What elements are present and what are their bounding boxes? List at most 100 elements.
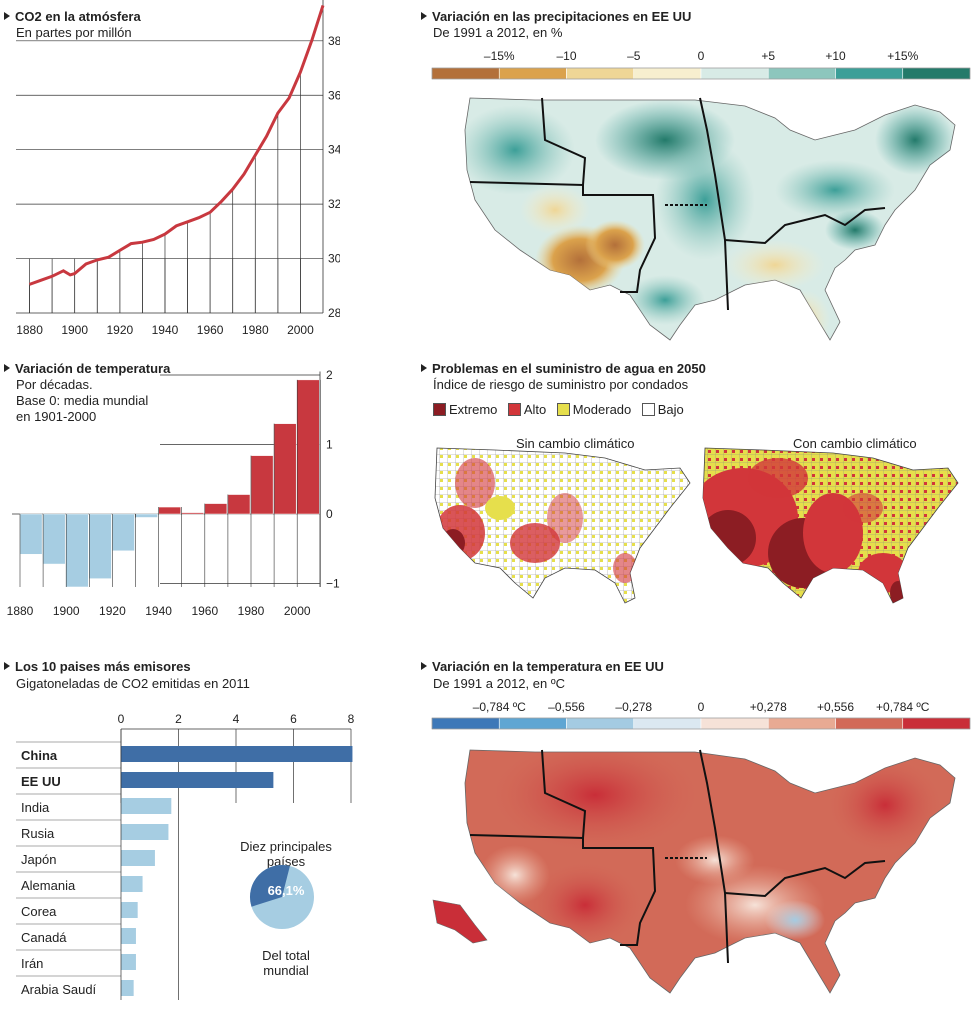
bullet-icon: [4, 662, 10, 670]
tempus-title: Variación en la temperatura en EE UU: [421, 659, 664, 675]
tempus-scale-label: –0,278: [615, 700, 652, 714]
co2-subtitle: En partes por millón: [16, 25, 132, 40]
legend-swatch: [556, 403, 570, 416]
legend-swatch: [433, 403, 446, 416]
co2-chart: 280 300 320 340 360 380 1880 1900 1920 1940 1960 19…: [16, 0, 340, 337]
x-tick-label: 1960: [191, 604, 218, 618]
precip-scale-label: –5: [627, 49, 641, 63]
y-tick-label: 2: [326, 368, 333, 382]
bar: [89, 513, 112, 579]
y-tick-label: 280: [328, 306, 340, 320]
precip-scale-label: 0: [698, 49, 705, 63]
x-tick-label: 1920: [106, 323, 133, 337]
co2-panel: CO2 en la atmósfera En partes por millón…: [0, 0, 340, 340]
bar: [19, 513, 43, 555]
tempus-title-text: Variación en la temperatura en EE UU: [432, 659, 664, 674]
bar: [121, 772, 274, 788]
x-tick-label: 1900: [53, 604, 80, 618]
bar: [121, 928, 136, 944]
bullet-icon: [4, 364, 10, 372]
y-tick-label: −1: [326, 577, 340, 591]
tempus-scale-label: –0,784 ºC: [473, 700, 526, 714]
tempus-scale-label: +0,278: [750, 700, 787, 714]
x-tick-label: 1980: [238, 604, 265, 618]
emit-chart: 0 2 4 6 8 China EE UU India Rusia Japón Alemania Co…: [16, 712, 355, 1000]
water-map-right: [702, 447, 959, 604]
bar: [181, 512, 205, 515]
precip-scale-label: +10: [825, 49, 846, 63]
y-tick-label: 1: [326, 438, 333, 452]
temp-panel: Variación de temperatura Por décadas. Ba…: [0, 358, 340, 628]
water-map-right-label: Con cambio climático: [793, 436, 917, 451]
alaska-shape: [432, 899, 488, 944]
legend-label: Moderado: [572, 402, 632, 417]
tempus-scale-swatch: [633, 717, 702, 730]
y-tick-label: 0: [326, 507, 333, 521]
water-title-text: Problemas en el suministro de agua en 20…: [432, 361, 706, 376]
water-title: Problemas en el suministro de agua en 20…: [421, 361, 706, 377]
tempus-scale-swatch: [431, 717, 500, 730]
tempus-subtitle: De 1991 a 2012, en ºC: [433, 676, 565, 691]
emit-title: Los 10 paises más emisores: [4, 659, 191, 675]
x-tick-label: 1920: [99, 604, 126, 618]
bar: [158, 506, 181, 515]
tempus-scale-label: 0: [698, 700, 705, 714]
bar: [121, 902, 138, 918]
x-tick-label: 2000: [287, 323, 314, 337]
pie-slice-top10: [249, 865, 290, 907]
pie-value-label: 66,1%: [268, 883, 305, 898]
x-tick-label: 6: [290, 712, 297, 726]
bar: [121, 954, 136, 970]
legend-item-extremo: Extremo: [433, 402, 497, 417]
bar: [250, 455, 274, 515]
x-tick-label: 1940: [145, 604, 172, 618]
precip-figure: –15% –10 –5 0 +5 +10 +15%: [431, 49, 971, 341]
legend-swatch: [507, 403, 521, 416]
y-tick-label: 320: [328, 197, 340, 211]
water-legend: Extremo Alto Moderado Bajo: [433, 402, 690, 421]
country-label: Rusia: [21, 826, 55, 841]
bar: [121, 798, 172, 814]
precip-scale-label: –10: [556, 49, 576, 63]
tempus-scale-swatch: [767, 717, 836, 730]
tempus-map: [432, 749, 956, 994]
water-subtitle: Índice de riesgo de suministro por conda…: [433, 377, 689, 392]
bullet-icon: [421, 364, 427, 372]
precip-title: Variación en las precipitaciones en EE U…: [421, 9, 691, 25]
co2-title: CO2 en la atmósfera: [4, 9, 141, 25]
temp-title-text: Variación de temperatura: [15, 361, 171, 376]
bar: [135, 513, 158, 518]
x-tick-label: 0: [118, 712, 125, 726]
emit-subtitle: Gigatoneladas de CO2 emitidas en 2011: [16, 676, 250, 691]
tempus-scale-swatch: [835, 717, 904, 730]
emit-panel: Los 10 paises más emisores Gigatoneladas…: [0, 655, 380, 1010]
precip-scale-swatch: [767, 67, 836, 80]
tempus-figure: –0,784 ºC –0,556 –0,278 0 +0,278 +0,556 +0,784…: [431, 700, 971, 994]
precip-scale-swatch: [431, 67, 500, 80]
country-label: Japón: [21, 852, 56, 867]
water-map-left-label: Sin cambio climático: [516, 436, 635, 451]
precip-scale-swatch: [566, 67, 635, 80]
precip-scale-swatch: [902, 67, 971, 80]
country-label: Alemania: [21, 878, 76, 893]
pie-label-bottom: mundial: [263, 963, 309, 978]
temp-title: Variación de temperatura: [4, 361, 170, 377]
temp-subtitle-2: Base 0: media mundial: [16, 393, 149, 408]
bar: [121, 850, 155, 866]
x-tick-label: 1940: [152, 323, 179, 337]
legend-item-bajo: Bajo: [641, 402, 684, 417]
tempus-scale-label: +0,556: [817, 700, 854, 714]
x-tick-label: 4: [233, 712, 240, 726]
bar: [121, 980, 134, 996]
bar: [121, 824, 169, 840]
pie-label-top: países: [267, 854, 306, 869]
country-label: EE UU: [21, 774, 61, 789]
country-label: Irán: [21, 956, 43, 971]
legend-label: Alto: [523, 402, 547, 417]
x-tick-label: 1880: [16, 323, 43, 337]
x-tick-label: 8: [348, 712, 355, 726]
x-tick-label: 1900: [61, 323, 88, 337]
bullet-icon: [421, 662, 427, 670]
bar: [121, 746, 353, 762]
legend-label: Extremo: [449, 402, 498, 417]
